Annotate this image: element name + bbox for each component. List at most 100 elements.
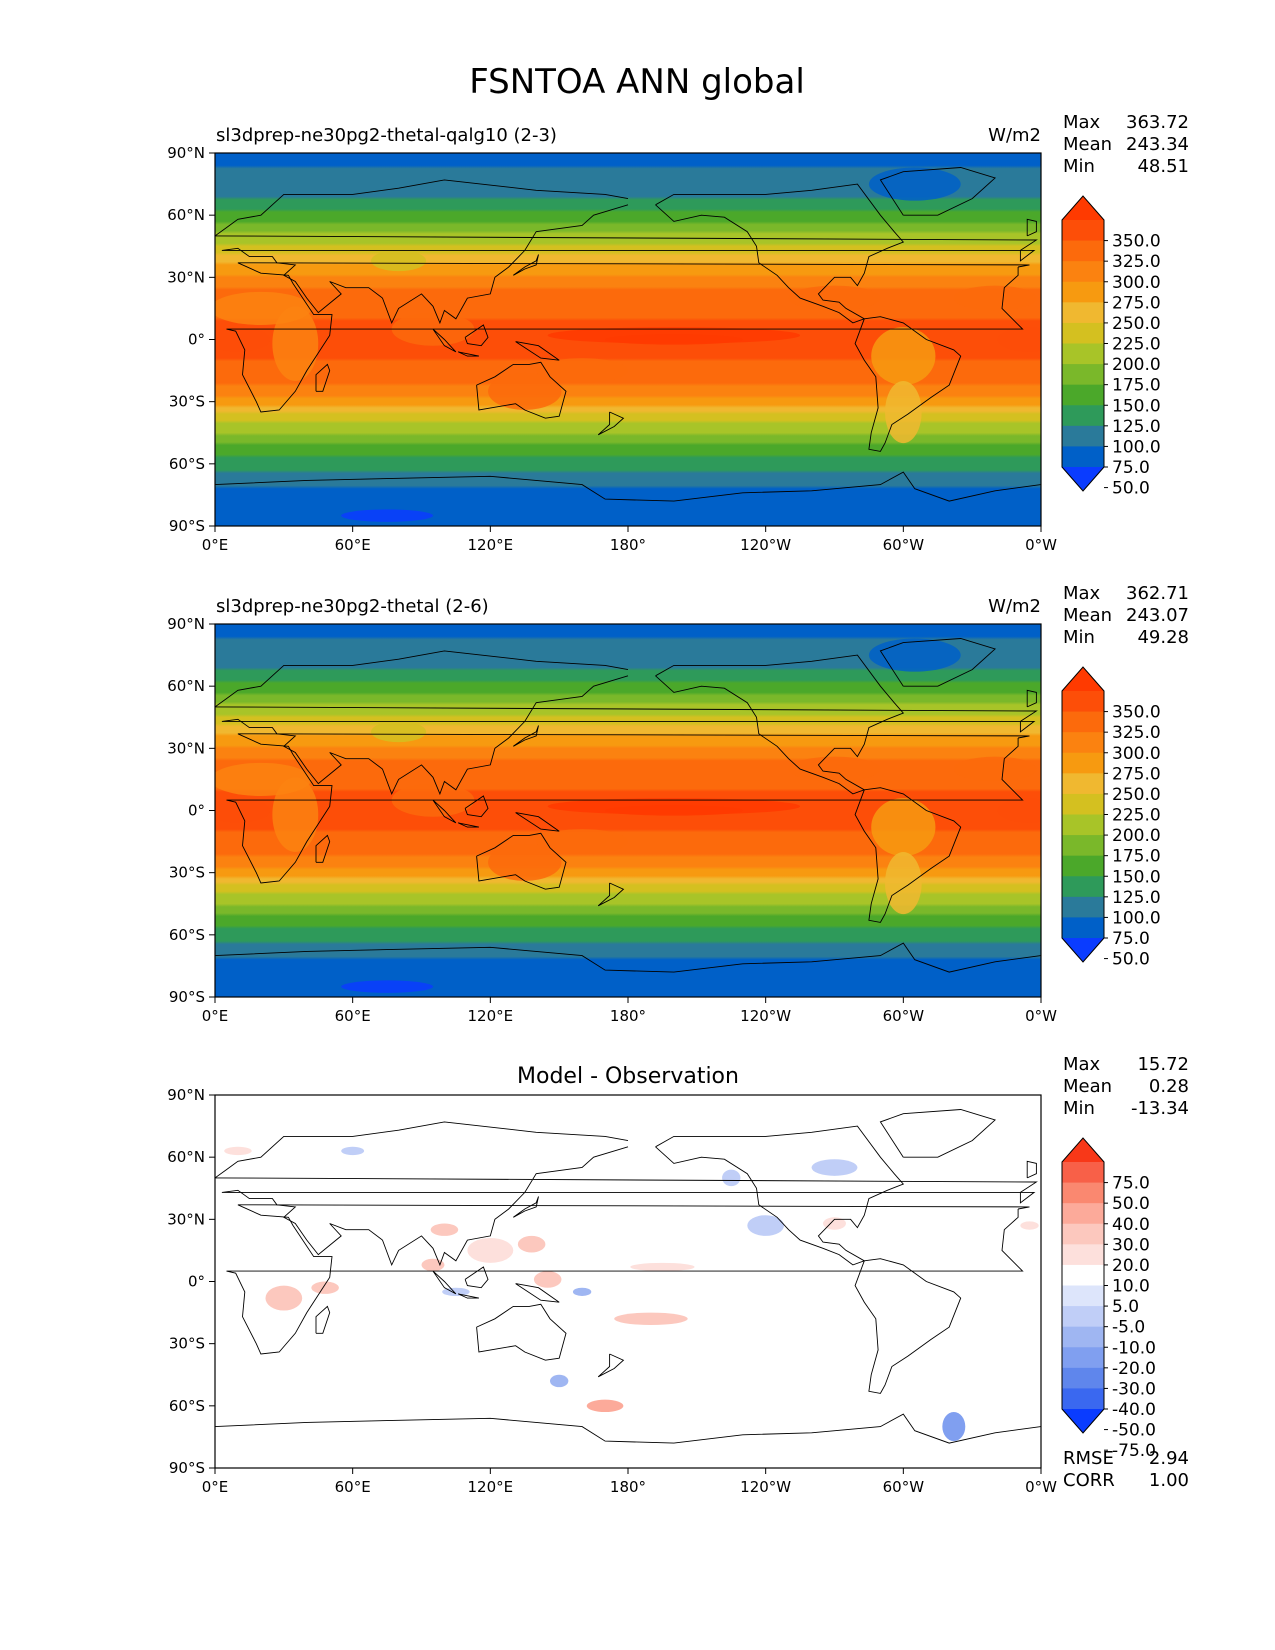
diff-feature [630,1262,695,1272]
panel-test-lat-axis: 90°N 60°N 30°N 0° 30°S 60°S 90°S [167,144,215,535]
diff-feature [572,1287,592,1297]
diff-feature [533,1271,562,1288]
field-feature [953,285,1037,311]
field-feature [997,798,1041,823]
colorbar-segment [1062,793,1104,815]
field-feature [272,306,319,381]
lat-tick-label: 0° [188,1273,205,1291]
panel-test-colorbar: 350.0325.0300.0275.0250.0225.0200.0175.0… [1061,195,1161,499]
colorbar-segment [1062,917,1104,939]
diff-feature [517,1235,546,1253]
figure-title: FSNTOA ANN global [469,62,805,102]
lon-tick-label: 60°W [883,1478,925,1496]
colorbar-segment [1062,425,1104,447]
coastline [597,411,625,436]
colorbar-extend-min [1062,938,1104,962]
lat-tick-label: 90°N [167,1086,205,1104]
diff-feature [614,1312,688,1326]
panel-reference-colorbar: 350.0325.0300.0275.0250.0225.0200.0175.0… [1061,666,1161,970]
panel-difference-colorbar: 75.050.040.030.020.010.05.0-5.0-10.0-20.… [1061,1137,1156,1461]
panel-test: sl3dprep-ne30pg2-thetal-qalg10 (2-3) W/m… [167,112,1189,554]
field-feature [488,843,562,881]
colorbar-tick-label: 50.0 [1112,1194,1150,1214]
colorbar-tick-label: 200.0 [1112,355,1161,375]
field-feature [997,327,1041,352]
coastline [226,262,1030,413]
lon-tick-label: 180° [610,1478,646,1496]
colorbar-extend-min [1062,1409,1104,1433]
colorbar-tick-label: 20.0 [1112,1256,1150,1276]
field-feature [788,285,881,311]
colorbar-tick-label: 325.0 [1112,252,1161,272]
diff-feature [722,1169,741,1187]
coastline [879,638,996,687]
diff-feature [811,1159,858,1176]
coastline [513,1196,539,1218]
colorbar-tick-label: 350.0 [1112,703,1161,723]
diff-feature [224,1146,252,1156]
colorbar-tick-label: 5.0 [1112,1297,1139,1317]
lat-tick-label: 90°N [167,144,205,162]
colorbar-extend-max [1062,1138,1104,1162]
lon-tick-label: 0°E [202,1007,229,1025]
colorbar-tick-label: -75.0 [1112,1441,1156,1461]
colorbar-tick-label: 125.0 [1112,888,1161,908]
colorbar-tick-label: 150.0 [1112,867,1161,887]
diff-feature [341,1146,365,1156]
diff-feature [942,1412,966,1442]
colorbar-tick-label: 50.0 [1112,479,1150,499]
lat-tick-label: 30°N [167,739,205,757]
colorbar-segment [1062,855,1104,877]
stat-value: 49.28 [1137,627,1189,648]
colorbar-segment [1062,1326,1104,1348]
colorbar-segment [1062,1203,1104,1225]
lon-tick-label: 60°E [335,1007,371,1025]
panel-test-stats: Max 363.72 Mean 243.34 Min 48.51 [1063,112,1189,177]
coastline [432,1270,457,1295]
lon-tick-label: 120°E [468,1478,514,1496]
colorbar-segment [1062,1347,1104,1369]
colorbar-segment [1062,835,1104,857]
colorbar-segment [1062,691,1104,713]
panel-reference-title: sl3dprep-ne30pg2-thetal (2-6) [216,596,489,617]
colorbar-extend-max [1062,196,1104,220]
diff-feature [823,1217,846,1230]
field-feature [341,980,433,993]
stat-label: Mean [1063,1076,1112,1097]
panel-test-lon-axis: 0°E 60°E 120°E 180° 120°W 60°W 0°W [202,526,1057,554]
stat-label: Min [1063,1098,1095,1119]
panel-test-coastlines [215,167,1041,502]
coastline [432,799,457,824]
lon-tick-label: 120°E [468,536,514,554]
coastline [854,1258,962,1394]
coastline [476,832,567,890]
diff-feature [586,1399,624,1413]
colorbar-tick-label: 275.0 [1112,764,1161,784]
colorbar-segment [1062,814,1104,836]
colorbar-segment [1062,1306,1104,1328]
lat-tick-label: 90°S [169,517,205,535]
colorbar-tick-label: -20.0 [1112,1359,1156,1379]
colorbar-tick-label: -30.0 [1112,1379,1156,1399]
field-feature [215,327,271,352]
stat-label: Mean [1063,134,1112,155]
colorbar-tick-label: 300.0 [1112,744,1161,764]
coastline [879,167,996,216]
field-feature [536,829,628,855]
colorbar-tick-label: 175.0 [1112,847,1161,867]
colorbar-tick-label: 325.0 [1112,723,1161,743]
diff-feature [467,1237,514,1263]
coastline [458,351,479,357]
panel-reference: sl3dprep-ne30pg2-thetal (2-6) W/m2 90°N 6… [167,583,1189,1025]
lat-tick-label: 60°N [167,206,205,224]
stat-label: CORR [1063,1470,1115,1491]
colorbar-segment [1062,1367,1104,1389]
stat-value: 243.07 [1126,605,1189,626]
field-feature [215,762,312,796]
lon-tick-label: 60°W [883,536,925,554]
stat-label: Max [1063,112,1101,133]
field-feature [884,380,922,444]
diff-feature [430,1223,459,1236]
lon-tick-label: 120°W [740,1007,791,1025]
